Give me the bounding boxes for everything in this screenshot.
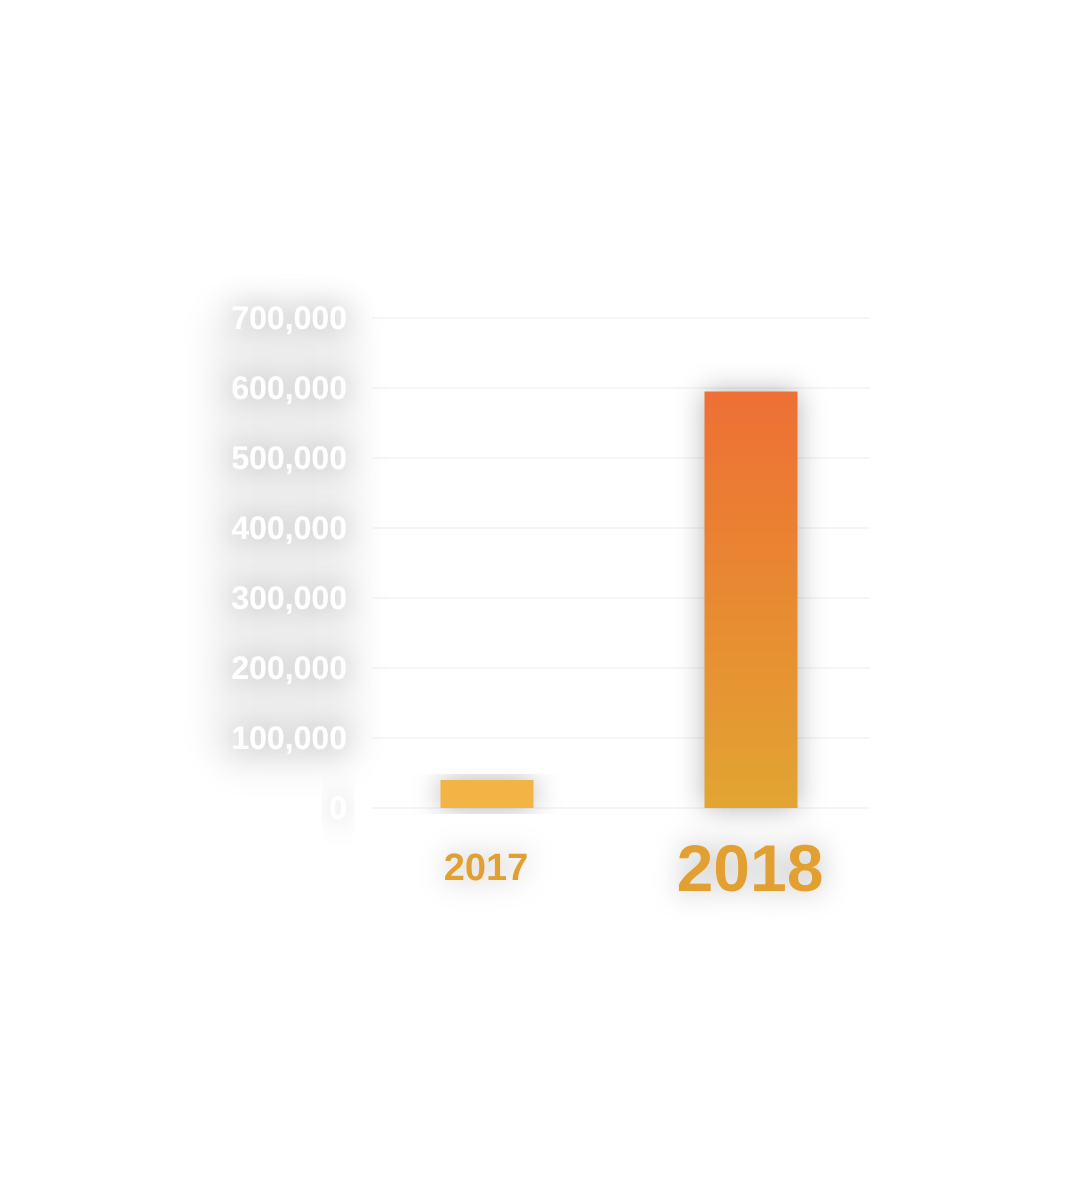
y-tick-label: 300,000 [231, 580, 347, 616]
y-axis-ticks: 0 100,000 200,000 300,000 400,000 500,000 600,… [231, 300, 347, 826]
y-tick-label: 400,000 [231, 510, 347, 546]
tick-label-backdrop [210, 300, 360, 770]
x-category-label-2018: 2018 [677, 831, 824, 905]
bars [440, 391, 798, 808]
y-tick-label: 700,000 [231, 300, 347, 336]
x-axis-labels: 2017 2018 [444, 831, 824, 905]
y-tick-label: 200,000 [231, 650, 347, 686]
y-tick-label: 500,000 [231, 440, 347, 476]
y-tick-label: 600,000 [231, 370, 347, 406]
y-tick-label: 0 [329, 790, 347, 826]
bar-2018 [704, 391, 798, 808]
bar-2017 [440, 780, 534, 808]
x-category-label-2017: 2017 [444, 847, 529, 889]
y-tick-label: 100,000 [231, 720, 347, 756]
